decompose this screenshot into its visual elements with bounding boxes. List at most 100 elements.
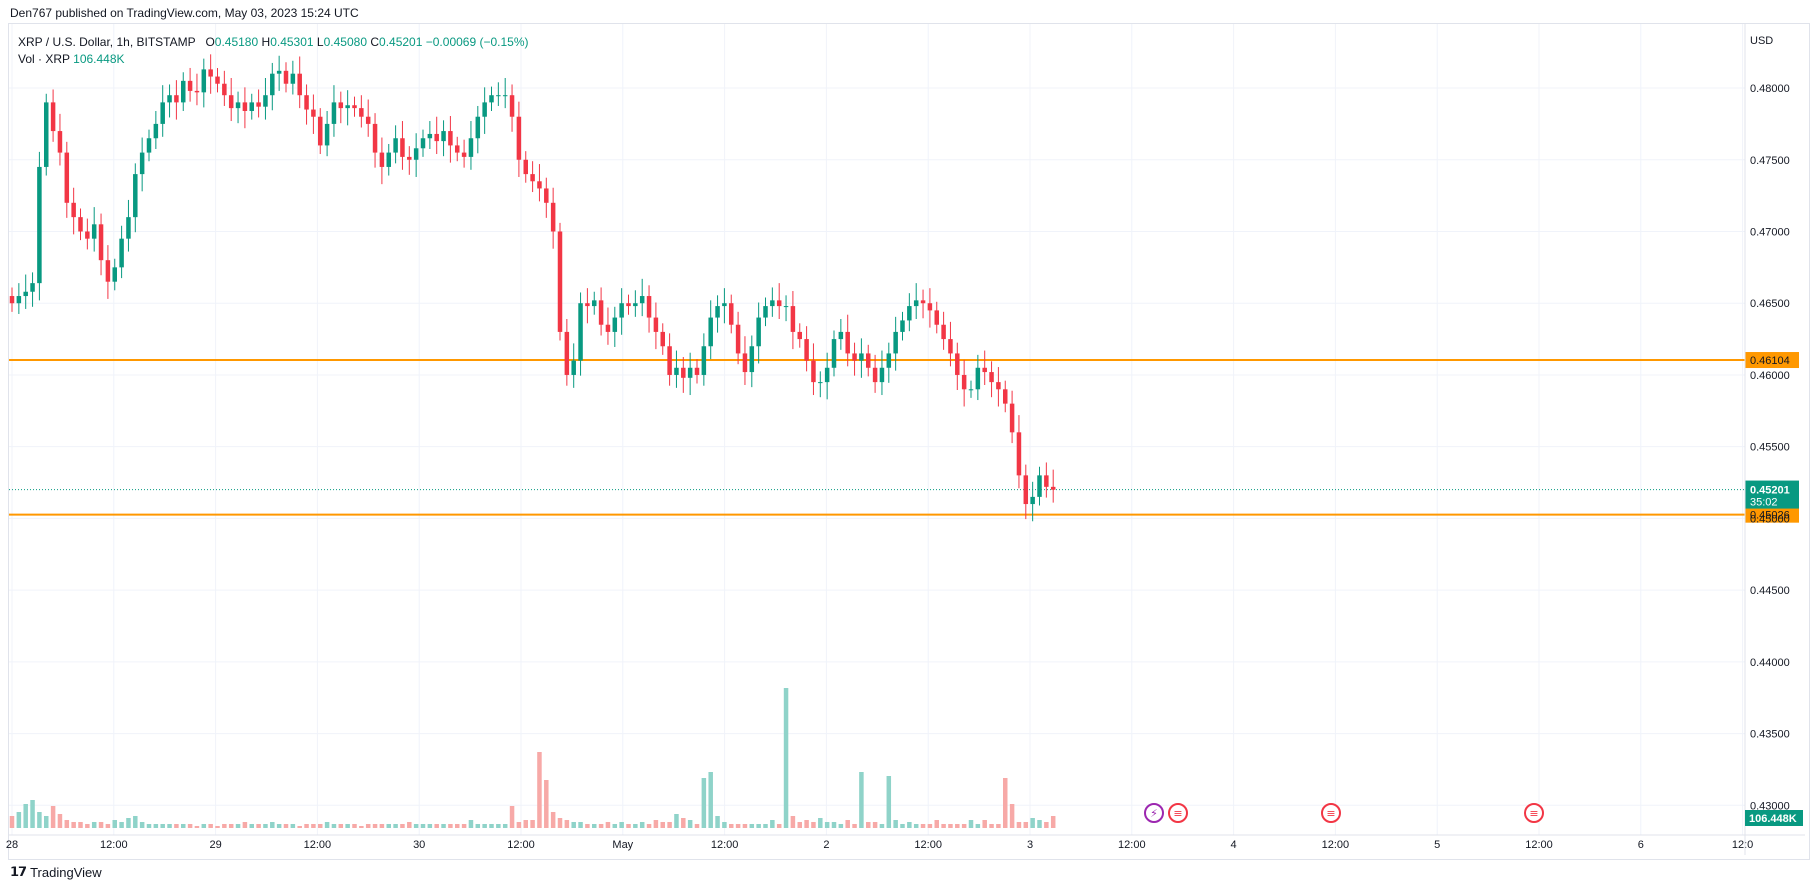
candle-body[interactable] [516,116,522,160]
candle-body[interactable] [920,300,926,304]
candle-body[interactable] [249,102,255,111]
candle-body[interactable] [749,346,755,373]
candle-body[interactable] [105,260,111,282]
candle-body[interactable] [228,95,234,109]
candle-body[interactable] [550,202,556,232]
candle-body[interactable] [893,331,898,354]
candle-body[interactable] [311,109,316,117]
candle-body[interactable] [831,339,837,368]
candle-body[interactable] [139,152,145,175]
candle-body[interactable] [126,217,131,239]
candle-body[interactable] [331,102,337,124]
candle-body[interactable] [78,217,83,232]
volume-label[interactable]: Vol · XRP [18,52,70,66]
candle-body[interactable] [824,367,830,383]
candle-body[interactable] [270,73,275,96]
candle-body[interactable] [886,353,892,368]
footer-brand[interactable]: 𝟭𝟳 TradingView [10,864,102,880]
candle-body[interactable] [687,367,693,378]
candle-body[interactable] [564,331,570,375]
candle-body[interactable] [37,166,42,284]
candle-body[interactable] [838,331,844,340]
candle-body[interactable] [845,331,850,354]
candle-body[interactable] [174,95,179,103]
candle-body[interactable] [1009,403,1015,433]
candle-body[interactable] [598,300,604,325]
candle-body[interactable] [489,95,494,103]
candle-body[interactable] [790,306,796,332]
candle-body[interactable] [763,306,768,318]
candle-body[interactable] [585,303,590,307]
candle-body[interactable] [776,300,782,307]
candle-body[interactable] [468,138,474,157]
candle-body[interactable] [167,95,172,103]
candle-body[interactable] [783,306,789,308]
candle-body[interactable] [263,95,268,107]
candle-body[interactable] [276,70,282,74]
candle-body[interactable] [352,105,357,109]
candle-body[interactable] [304,95,309,110]
lightning-event-icon[interactable]: ⚡ [1144,803,1164,823]
candle-body[interactable] [927,303,933,311]
candle-body[interactable] [16,296,22,304]
candle-body[interactable] [407,156,412,160]
candle-body[interactable] [722,303,727,307]
candle-body[interactable] [797,331,803,340]
candle-body[interactable] [146,138,152,153]
candle-body[interactable] [44,102,49,167]
candle-body[interactable] [57,131,63,153]
candle-body[interactable] [592,300,597,307]
candle-body[interactable] [318,116,323,146]
candle-body[interactable] [646,296,652,318]
candle-body[interactable] [434,133,439,142]
candle-body[interactable] [9,296,15,304]
currency-label[interactable]: USD [1750,35,1773,47]
candle-body[interactable] [283,70,289,84]
candle-body[interactable] [756,317,761,347]
us-flag-event-icon[interactable]: ≡ [1524,803,1544,823]
candle-body[interactable] [71,202,76,218]
candle-body[interactable] [934,310,940,325]
candle-body[interactable] [1044,475,1049,487]
candle-body[interactable] [989,372,994,383]
candle-body[interactable] [1003,389,1008,404]
candle-body[interactable] [461,152,467,157]
candle-body[interactable] [290,73,296,84]
candle-body[interactable] [502,95,508,97]
candle-body[interactable] [859,353,864,361]
candle-body[interactable] [619,303,624,318]
candle-body[interactable] [393,138,398,153]
candle-body[interactable] [996,382,1001,390]
candle-body[interactable] [701,346,707,375]
candle-body[interactable] [544,188,549,203]
candle-body[interactable] [222,83,227,96]
candle-body[interactable] [509,95,515,117]
candle-body[interactable] [1016,432,1022,476]
candle-body[interactable] [660,331,666,347]
candle-body[interactable] [23,291,28,297]
candle-body[interactable] [194,90,200,93]
candle-body[interactable] [365,116,371,124]
candle-body[interactable] [1023,475,1029,505]
candle-body[interactable] [160,102,165,124]
candle-body[interactable] [537,181,542,189]
candle-body[interactable] [578,303,583,361]
chart-frame[interactable] [8,23,1810,860]
candle-body[interactable] [961,374,967,390]
candle-body[interactable] [208,69,213,77]
candle-body[interactable] [968,389,974,391]
candle-body[interactable] [379,152,385,167]
candle-body[interactable] [866,353,871,368]
candle-body[interactable] [653,317,659,332]
candle-body[interactable] [112,267,118,282]
candle-body[interactable] [735,324,741,354]
candle-body[interactable] [201,69,207,93]
candle-body[interactable] [400,138,405,157]
candle-body[interactable] [1030,496,1035,505]
candle-body[interactable] [742,353,748,373]
candle-body[interactable] [941,324,946,340]
candle-body[interactable] [770,300,775,307]
candle-body[interactable] [50,102,56,132]
candle-body[interactable] [955,353,960,375]
